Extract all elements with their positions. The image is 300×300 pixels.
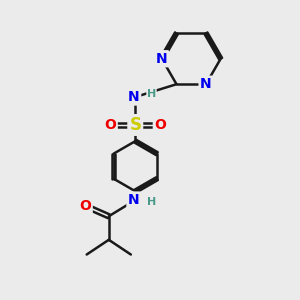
Text: H: H [147,89,156,99]
Text: S: S [129,116,141,134]
Text: N: N [128,193,140,207]
Text: H: H [147,196,156,206]
Text: O: O [104,118,116,132]
Text: O: O [79,199,91,213]
Text: N: N [156,52,168,66]
Text: N: N [200,77,212,91]
Text: N: N [128,90,140,104]
Text: O: O [154,118,166,132]
